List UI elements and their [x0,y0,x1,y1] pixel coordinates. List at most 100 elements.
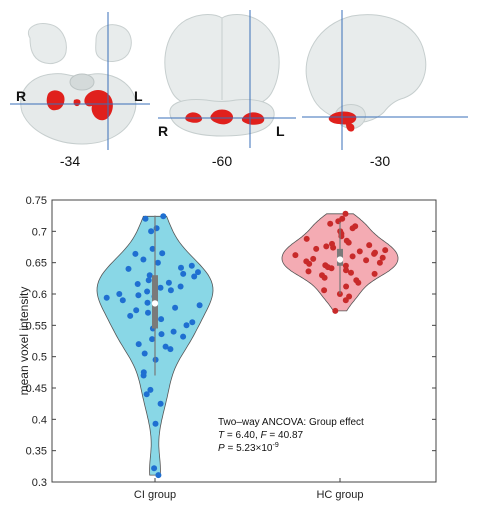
data-point [158,331,165,338]
data-point [345,239,352,246]
brain-panel-coronal: R L -60 [158,10,296,169]
annotation-t-value: = 6.40, [224,430,260,441]
data-point [332,307,339,314]
data-point [183,322,190,329]
data-point [170,328,177,335]
orient-right-label: R [16,88,26,104]
data-point [127,312,134,319]
data-point [167,287,174,294]
y-tick-label: 0.45 [26,383,47,395]
data-point [195,269,201,276]
data-point [155,472,162,479]
orient-right-label: R [158,123,168,139]
data-point [160,213,167,220]
data-point [178,264,184,271]
data-point [157,284,164,291]
y-tick-label: 0.75 [26,195,47,207]
data-point [134,281,141,287]
data-point [148,228,155,235]
data-point [149,245,156,252]
data-point [379,254,386,261]
data-point [366,242,373,249]
data-point [327,220,334,227]
data-point [103,294,110,301]
slice-label-axial: -34 [60,153,80,169]
x-tick-label: CI group [134,489,176,501]
data-point [180,333,187,340]
annotation-t: T [218,430,225,441]
slice-label-sagittal: -30 [370,153,390,169]
data-point [348,269,354,276]
data-point [321,274,328,281]
orient-left-label: L [134,88,143,104]
brain-panel-sagittal: -30 [302,10,468,169]
data-point [132,250,139,257]
annotation-f: F [261,430,268,441]
data-point [146,272,153,279]
data-point [144,288,151,295]
data-point [371,270,378,277]
data-point [330,244,337,251]
data-point [133,307,140,314]
data-point [144,299,151,306]
brain-lobe-left [28,23,67,65]
data-point [342,262,349,269]
data-point [165,279,172,286]
brain-panel-axial: R L -34 [10,12,150,169]
data-point [342,210,349,217]
y-tick-label: 0.55 [26,320,47,332]
data-point [371,250,378,257]
data-point [188,262,195,269]
data-point [180,270,187,277]
x-tick-label: HC group [316,489,363,501]
data-point [172,304,179,311]
data-point [363,257,370,264]
cluster-coronal-left [241,112,265,125]
data-point [162,343,169,350]
data-point [152,356,159,363]
data-point [306,260,313,267]
annotation-p-value: = 5.23×10 [225,443,273,454]
data-point [119,297,126,304]
data-point [149,336,156,343]
annotation-line-2: T = 6.40, F = 40.87 [218,430,304,441]
data-point [147,386,154,393]
annotation-line-1: Two–way ANCOVA: Group effect [218,417,364,428]
data-point [167,346,174,353]
data-point [140,372,147,379]
violins [96,210,399,479]
data-point [382,247,389,254]
y-axis: 0.3 0.35 0.4 0.45 0.5 0.55 0.6 0.65 0.7 0.75 [26,195,436,489]
cluster-left [84,90,113,121]
data-point [152,420,159,427]
data-point [376,259,383,266]
data-point [159,250,166,257]
data-point [338,233,345,240]
data-point [349,225,356,232]
cluster-coronal-mid [210,109,234,125]
y-axis-label: mean voxel intensity [17,287,31,396]
data-point [349,253,356,260]
data-point [343,267,349,274]
annotation-f-value: = 40.87 [267,430,304,441]
data-point [154,259,161,266]
data-point [157,400,164,407]
violin-chart: 0.3 0.35 0.4 0.45 0.5 0.55 0.6 0.65 0.7 0.75 CI g… [17,195,437,501]
data-point [151,465,158,472]
data-point [313,245,320,252]
y-tick-label: 0.35 [26,446,47,458]
brain-cortex-sagittal [305,14,427,124]
data-point [116,291,123,297]
data-point [158,316,165,323]
annotation-p: P [218,443,225,454]
data-point [303,235,310,242]
median-marker [151,300,159,307]
orient-left-label: L [276,123,285,139]
data-point [145,309,151,316]
data-point [343,283,350,290]
x-axis: CI group HC group [134,478,364,501]
data-point [177,283,184,290]
data-point [141,350,148,357]
y-tick-label: 0.6 [32,289,47,301]
